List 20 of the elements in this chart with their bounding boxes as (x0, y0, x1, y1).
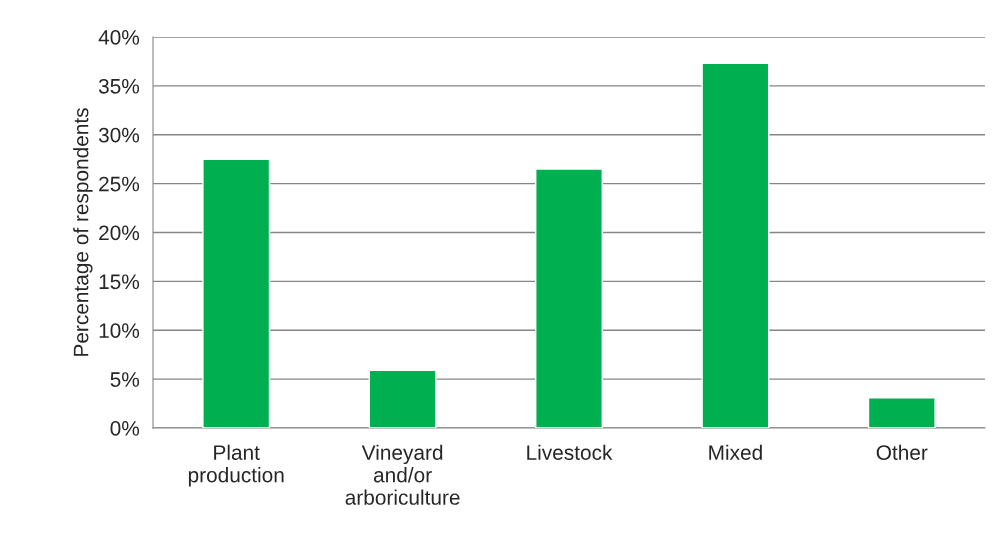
y-tick-label: 40% (98, 30, 140, 45)
y-tick-label: 35% (98, 78, 140, 94)
y-tick-label: 30% (98, 127, 140, 143)
y-tick-label: 0% (110, 421, 140, 436)
x-tick-label: Livestock (527, 444, 613, 460)
y-tick-label: 5% (110, 372, 140, 387)
y-tick-label: 25% (99, 176, 140, 192)
y-tick-label: 10% (99, 323, 140, 338)
y-axis-title: Percentage of respondents (73, 108, 93, 356)
bar (202, 158, 271, 428)
y-tick-label: 20% (99, 225, 140, 241)
x-tick-label: Vineyard and/or arboriculture (345, 444, 460, 505)
x-tick-label: Other (876, 444, 928, 460)
x-tick-label: Mixed (709, 444, 762, 460)
bar (867, 397, 936, 428)
bar (368, 369, 437, 428)
bar (701, 62, 770, 428)
y-tick-label: 15% (99, 274, 140, 290)
bar (535, 168, 603, 428)
x-tick-label: Plant production (188, 444, 284, 487)
